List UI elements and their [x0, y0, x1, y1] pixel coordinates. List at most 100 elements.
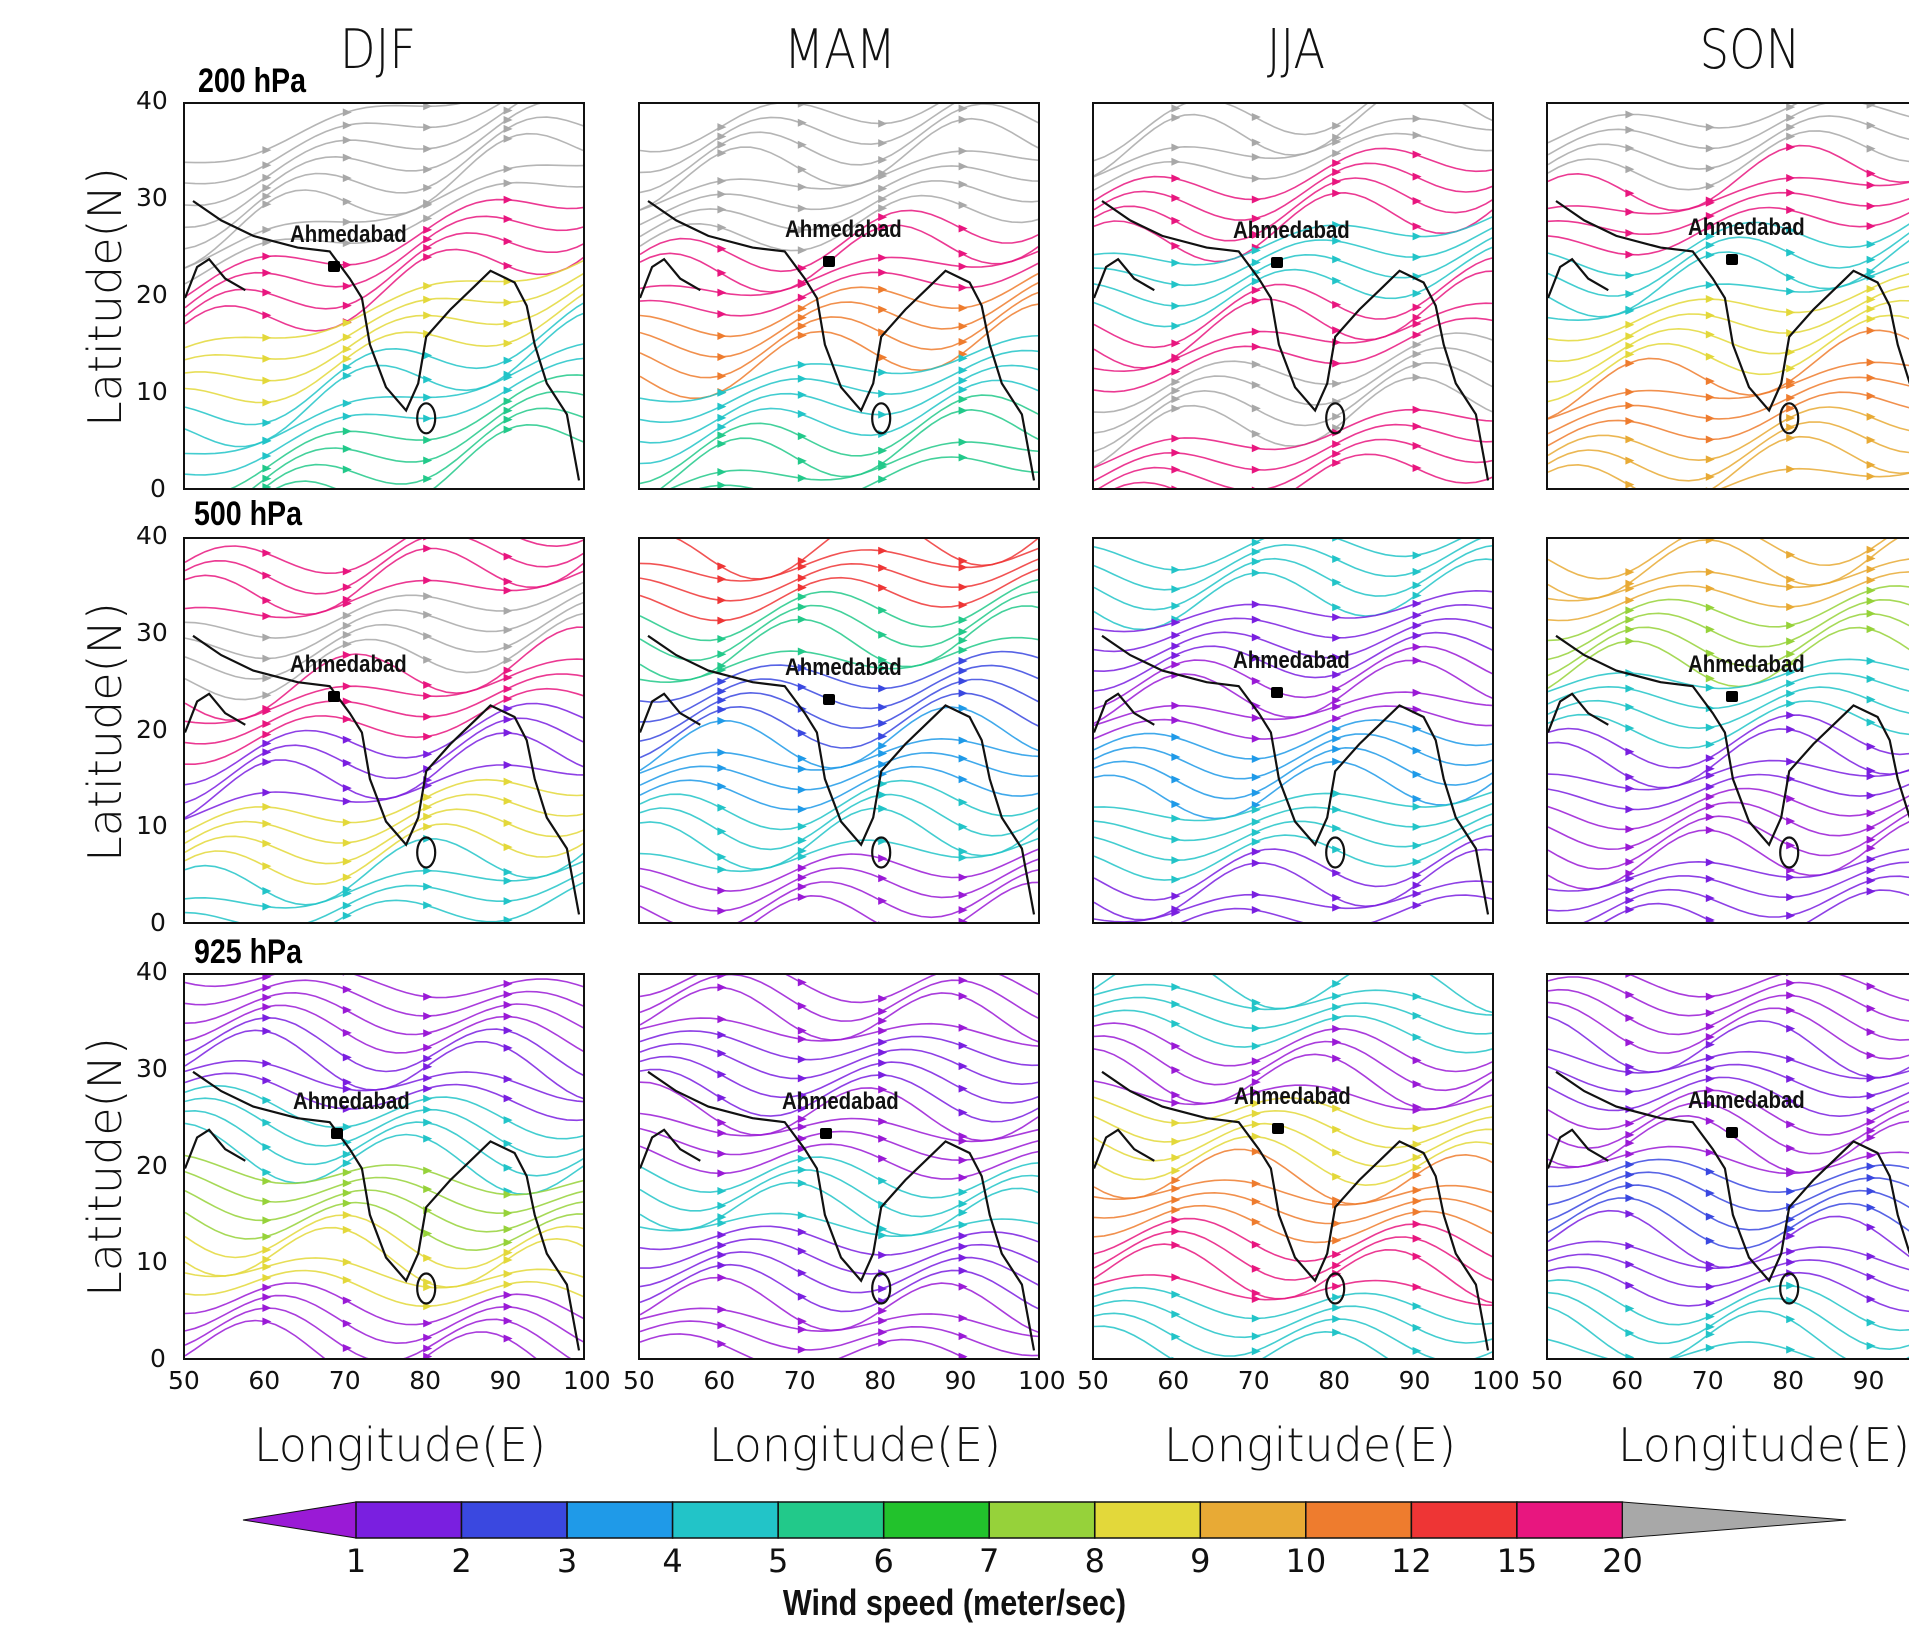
- streamline-arrow: [1705, 802, 1715, 811]
- streamline-arrow: [1866, 866, 1876, 875]
- streamline-arrow: [717, 439, 727, 448]
- streamline-arrow: [1625, 584, 1635, 593]
- streamline-arrow: [1625, 772, 1635, 781]
- streamline-arrow: [878, 874, 888, 883]
- streamline-arrow: [423, 393, 433, 402]
- streamline-arrow: [958, 563, 968, 572]
- streamline-arrow: [1251, 429, 1261, 438]
- streamline-arrow: [958, 201, 968, 210]
- streamline-arrow: [262, 802, 272, 811]
- colorbar-segment: [1516, 1501, 1624, 1539]
- streamline-arrow: [1332, 236, 1342, 245]
- streamline: [1548, 361, 1909, 420]
- streamline-arrow: [878, 854, 888, 863]
- streamline: [640, 1225, 1038, 1256]
- streamline-arrow: [1625, 110, 1635, 119]
- streamline-arrow: [1171, 1098, 1181, 1107]
- streamline-arrow: [1251, 1099, 1261, 1108]
- streamline: [1094, 132, 1492, 191]
- streamline: [1094, 823, 1492, 881]
- streamline-arrow: [797, 1091, 807, 1100]
- streamline-arrow: [423, 183, 433, 192]
- streamline-arrow: [797, 573, 807, 582]
- streamline-arrow: [1625, 896, 1635, 905]
- streamline-arrow: [1786, 757, 1796, 766]
- streamline-arrow: [1625, 125, 1635, 134]
- streamline: [1548, 612, 1909, 677]
- streamline-arrow: [878, 1306, 888, 1315]
- streamline: [185, 658, 583, 725]
- streamline-arrow: [1332, 255, 1342, 264]
- streamline-arrow: [503, 715, 513, 724]
- lon-tick-label: 50: [168, 1366, 200, 1395]
- streamline-arrow: [1625, 637, 1635, 646]
- streamline: [185, 283, 583, 382]
- streamline-arrow: [1171, 355, 1181, 364]
- streamline-arrow: [878, 446, 888, 455]
- streamline-arrow: [262, 596, 272, 605]
- streamline-arrow: [1171, 814, 1181, 823]
- streamline: [1094, 1179, 1492, 1206]
- streamline-arrow: [1705, 992, 1715, 1001]
- streamline-arrow: [1171, 892, 1181, 901]
- streamline-arrow: [1866, 1272, 1876, 1281]
- coastline-arabia: [640, 1128, 701, 1169]
- streamline-arrow: [342, 1225, 352, 1234]
- streamline-arrow: [423, 1344, 433, 1353]
- streamline-arrow: [1251, 342, 1261, 351]
- streamline-arrow: [1625, 784, 1635, 793]
- streamline-arrow: [342, 758, 352, 767]
- streamline: [640, 209, 1038, 273]
- streamline-arrow: [1412, 871, 1422, 880]
- streamline-arrow: [1625, 615, 1635, 624]
- streamline-arrow: [342, 136, 352, 145]
- streamline-arrow: [1625, 703, 1635, 712]
- streamline-arrow: [878, 1048, 888, 1057]
- streamline-arrow: [958, 1188, 968, 1197]
- streamline-arrow: [1705, 683, 1715, 692]
- streamline: [1094, 1204, 1492, 1244]
- streamline-arrow: [503, 406, 513, 415]
- streamline-arrow: [423, 1333, 433, 1342]
- streamline-arrow: [423, 282, 433, 291]
- streamline: [1548, 115, 1909, 170]
- streamline-arrow: [958, 583, 968, 592]
- streamline-arrow: [1171, 1153, 1181, 1162]
- streamline-arrow: [1866, 373, 1876, 382]
- lon-tick-label: 50: [623, 1366, 655, 1395]
- colorbar-segment: [1094, 1501, 1202, 1539]
- streamline-arrow: [423, 544, 433, 553]
- sri-lanka-outline: [871, 1272, 892, 1305]
- streamline-arrow: [958, 1220, 968, 1229]
- streamline: [185, 104, 583, 229]
- streamline-arrow: [1171, 775, 1181, 784]
- streamline-arrow: [1705, 740, 1715, 749]
- streamline-field: [640, 539, 1038, 922]
- streamline-arrow: [1412, 1207, 1422, 1216]
- streamline-arrow: [717, 1231, 727, 1240]
- streamline: [1629, 975, 1909, 1002]
- streamline-arrow: [1171, 856, 1181, 865]
- streamline-arrow: [1866, 472, 1876, 481]
- streamline-arrow: [797, 1325, 807, 1334]
- streamline: [1548, 1076, 1909, 1118]
- streamline: [1094, 1035, 1492, 1092]
- streamline-arrow: [503, 179, 513, 188]
- streamline-arrow: [503, 673, 513, 682]
- colorbar-segment: [1410, 1501, 1518, 1539]
- streamline-arrow: [262, 146, 272, 155]
- streamline: [185, 975, 583, 999]
- streamline-arrow: [1251, 837, 1261, 846]
- streamline-arrow: [717, 852, 727, 861]
- colorbar-tick-label: 5: [767, 1542, 789, 1580]
- streamline-arrow: [958, 115, 968, 124]
- streamline-arrow: [1332, 359, 1342, 368]
- streamline: [640, 250, 1038, 297]
- streamline: [1094, 1135, 1492, 1187]
- streamline-arrow: [958, 1266, 968, 1275]
- streamline: [640, 1068, 1038, 1123]
- streamline-arrow: [262, 1293, 272, 1302]
- lon-tick-label: 80: [864, 1366, 896, 1395]
- streamline: [1094, 361, 1492, 453]
- streamline-arrow: [1786, 188, 1796, 197]
